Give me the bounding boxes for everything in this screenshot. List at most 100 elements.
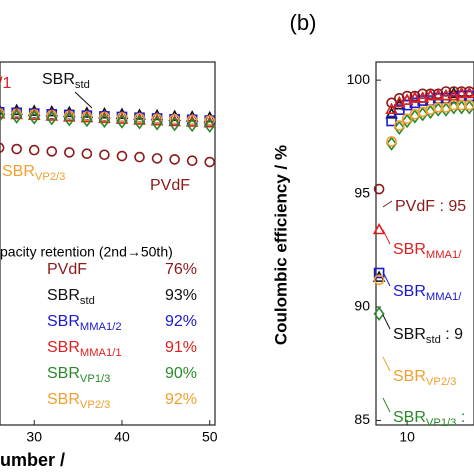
panel-label: (b) xyxy=(290,10,317,35)
x-axis-label: umber / xyxy=(0,450,65,470)
marker xyxy=(64,147,75,158)
marker xyxy=(134,115,146,130)
marker xyxy=(447,88,461,101)
marker xyxy=(440,86,452,97)
x-tick-label: 10 xyxy=(399,429,415,445)
marker xyxy=(204,115,216,126)
marker xyxy=(0,108,5,119)
x-tick-label: 30 xyxy=(26,429,42,445)
annotation: SBRMMA1/ xyxy=(393,241,462,261)
label-main: SBR xyxy=(47,287,80,304)
marker xyxy=(386,136,397,147)
label-sub: VP2/3 xyxy=(35,171,65,183)
table-name: PVdF xyxy=(47,261,87,278)
marker xyxy=(408,91,422,103)
annotation: SBRVP2/3 xyxy=(393,368,456,388)
connector xyxy=(74,91,93,109)
label-sub: MMA1/ xyxy=(426,249,462,261)
marker xyxy=(393,120,405,135)
label-sub: VP1/3 xyxy=(80,373,110,385)
label-main: SBR xyxy=(47,365,80,382)
marker xyxy=(116,150,128,162)
marker xyxy=(81,112,93,128)
label-sub: MMA1/1 xyxy=(80,347,122,359)
annotation: SBRstd : 9 xyxy=(393,326,463,346)
annotation: SBRVP1/3 : xyxy=(393,409,465,429)
marker xyxy=(11,109,23,124)
table-name: SBRVP2/3 xyxy=(47,391,110,411)
label-main: /1 xyxy=(0,75,11,92)
table-value: 76% xyxy=(165,261,197,278)
annotation: SBRMMA1/ xyxy=(393,283,462,303)
label-main: PVdF : 95 xyxy=(395,198,466,215)
label-main: SBR xyxy=(47,313,80,330)
table-value: 93% xyxy=(165,287,197,304)
marker xyxy=(463,86,474,99)
marker xyxy=(401,99,413,111)
marker xyxy=(400,93,414,105)
table-name: SBRMMA1/2 xyxy=(47,313,122,333)
plot-frame xyxy=(375,61,474,426)
marker xyxy=(28,110,40,125)
marker xyxy=(401,113,413,125)
marker xyxy=(409,97,421,109)
label-sub: std xyxy=(80,295,95,307)
x-tick-label: 50 xyxy=(202,429,218,445)
marker xyxy=(455,86,468,99)
connector xyxy=(382,271,391,287)
annotation: PVdF : 95 xyxy=(395,198,466,215)
annotation: /1 xyxy=(0,75,11,92)
marker xyxy=(28,144,40,156)
y-tick-label: 90 xyxy=(354,298,370,314)
annotation: SBRVP2/3 xyxy=(2,163,65,183)
label-main: SBR xyxy=(393,283,426,300)
marker xyxy=(424,88,437,101)
table-name: SBRMMA1/1 xyxy=(47,339,122,359)
marker xyxy=(204,118,216,133)
table-title: pacity retention (2nd→50th) xyxy=(0,244,173,260)
marker xyxy=(186,155,198,167)
label-sub: std xyxy=(426,334,441,346)
label-main: SBR xyxy=(393,409,426,426)
marker xyxy=(394,120,405,131)
y-tick-label: 100 xyxy=(347,71,371,87)
plot-frame xyxy=(0,61,216,426)
marker xyxy=(0,142,5,153)
table-name: SBRVP1/3 xyxy=(47,365,110,385)
marker xyxy=(11,143,22,155)
marker xyxy=(169,113,180,125)
marker xyxy=(151,153,163,164)
marker xyxy=(401,113,413,129)
table-value: 92% xyxy=(165,313,197,330)
label-main: SBR xyxy=(393,241,426,258)
label-sub: MMA1/ xyxy=(426,291,462,303)
x-tick-label: 40 xyxy=(114,429,130,445)
marker xyxy=(151,116,163,131)
annotation: PVdF xyxy=(150,177,190,194)
connector xyxy=(382,397,391,413)
marker xyxy=(169,117,181,132)
marker xyxy=(0,109,5,122)
label-main: SBR xyxy=(2,163,35,180)
marker xyxy=(448,99,460,111)
connector xyxy=(382,229,391,245)
table-value: 91% xyxy=(165,339,197,356)
marker xyxy=(46,146,58,157)
marker xyxy=(447,86,461,99)
marker xyxy=(393,95,406,108)
marker xyxy=(204,156,216,168)
connector xyxy=(382,314,391,330)
y-axis-label: Coulombic efficiency / % xyxy=(271,145,290,345)
marker xyxy=(431,88,445,101)
label-tail: : 9 xyxy=(441,326,463,343)
connector xyxy=(382,200,393,208)
y-tick-label: 95 xyxy=(354,184,370,200)
table-value: 90% xyxy=(165,365,197,382)
marker xyxy=(99,149,110,161)
label-main: SBR xyxy=(393,368,426,385)
y-tick-label: 85 xyxy=(354,411,370,427)
label-main: SBR xyxy=(47,391,80,408)
marker xyxy=(439,88,453,101)
marker xyxy=(81,148,93,160)
